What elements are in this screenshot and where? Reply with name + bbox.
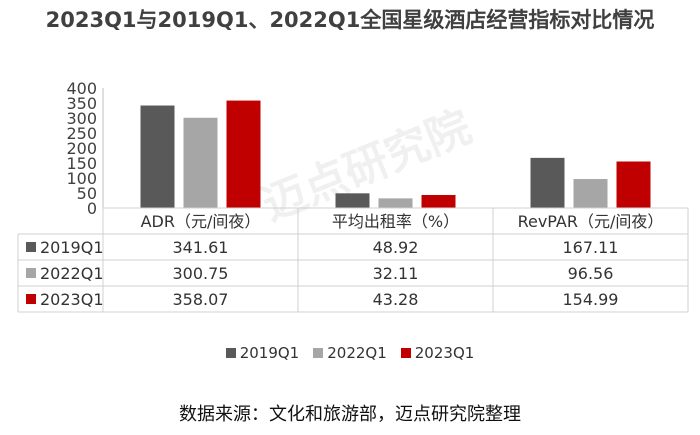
- data-label: 300.75: [173, 264, 229, 283]
- y-tick-label: 300: [66, 109, 97, 128]
- data-label: 48.92: [373, 238, 419, 257]
- legend-label: 2022Q1: [327, 344, 387, 362]
- bar: [226, 100, 261, 208]
- data-label: 358.07: [173, 290, 229, 309]
- data-label: 32.11: [373, 264, 419, 283]
- y-tick-label: 100: [66, 169, 97, 188]
- row-series-label: 2019Q1: [40, 238, 104, 257]
- data-label: 96.56: [568, 264, 614, 283]
- legend-swatch: [225, 348, 236, 358]
- y-tick-label: 0: [87, 199, 97, 218]
- bar: [421, 195, 456, 208]
- data-label: 167.11: [563, 238, 619, 257]
- bar: [378, 198, 413, 208]
- chart-title: 2023Q1与2019Q1、2022Q1全国星级酒店经营指标对比情况: [45, 8, 655, 32]
- bar: [140, 105, 175, 208]
- bar: [183, 117, 218, 208]
- row-legend-swatch: [26, 268, 36, 278]
- legend-item: 2019Q1: [225, 344, 300, 362]
- data-label: 341.61: [173, 238, 229, 257]
- data-label: 43.28: [373, 290, 419, 309]
- y-tick-label: 250: [66, 124, 97, 143]
- legend: 2019Q1 2022Q1 2023Q1: [0, 344, 700, 362]
- source-note: 数据来源：文化和旅游部，迈点研究院整理: [179, 404, 521, 425]
- legend-swatch: [400, 348, 411, 358]
- y-tick-label: 400: [66, 79, 97, 98]
- bar: [335, 193, 370, 208]
- bar: [616, 161, 651, 208]
- bar: [530, 157, 565, 208]
- legend-item: 2022Q1: [313, 344, 387, 362]
- category-label: 平均出租率（%）: [332, 212, 459, 231]
- category-label: RevPAR（元/间夜）: [518, 212, 664, 231]
- row-legend-swatch: [26, 242, 36, 252]
- bar: [573, 179, 608, 208]
- row-legend-swatch: [26, 294, 36, 304]
- y-tick-label: 350: [66, 94, 97, 113]
- legend-label: 2019Q1: [239, 344, 300, 362]
- legend-swatch: [313, 348, 324, 358]
- y-tick-label: 200: [66, 139, 97, 158]
- legend-label: 2023Q1: [414, 344, 475, 362]
- row-series-label: 2022Q1: [40, 264, 104, 283]
- y-tick-label: 150: [66, 154, 97, 173]
- row-series-label: 2023Q1: [40, 290, 104, 309]
- legend-item: 2023Q1: [400, 344, 475, 362]
- data-label: 154.99: [563, 290, 619, 309]
- y-tick-label: 50: [77, 184, 97, 203]
- category-label: ADR（元/间夜）: [141, 212, 261, 231]
